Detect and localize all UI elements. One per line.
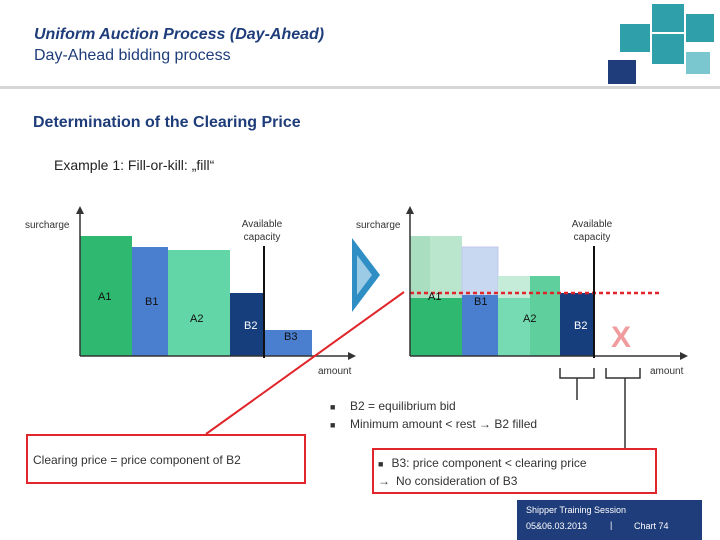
footer-date: 05&06.03.2013 xyxy=(526,521,588,531)
left-bar-b1 xyxy=(132,247,168,356)
bullet-icon: ■ xyxy=(378,459,384,469)
right-x-axis-label: amount xyxy=(650,366,684,377)
clearing-connector xyxy=(205,291,405,435)
header-divider xyxy=(0,86,720,89)
left-capacity-label-line2: capacity xyxy=(243,232,281,243)
left-bar-a1 xyxy=(80,236,132,356)
page-title: Uniform Auction Process (Day-Ahead) xyxy=(34,26,325,43)
b3-note-text: ■ B3: price component < clearing price → N… xyxy=(378,455,587,490)
right-bar-label-b1: B1 xyxy=(474,296,488,308)
right-capacity-label-line1: Available xyxy=(571,219,613,230)
left-bar-label-a2: A2 xyxy=(190,313,204,325)
bullet-item: ■ B2 = equilibrium bid xyxy=(330,398,537,416)
company-logo xyxy=(608,4,714,84)
left-bar-a2 xyxy=(168,250,230,356)
bullet-icon: ■ xyxy=(330,420,336,430)
right-bar-label-b2: B2 xyxy=(574,320,588,332)
bullet-icon: ■ xyxy=(330,402,336,412)
page-subtitle: Day-Ahead bidding process xyxy=(34,47,231,64)
left-capacity-label: Available capacity xyxy=(226,218,298,244)
bullet-item: ■ Minimum amount < rest → B2 filled xyxy=(330,416,537,434)
clearing-note-text: Clearing price = price component of B2 xyxy=(33,453,241,467)
right-y-axis-label: surcharge xyxy=(356,220,401,231)
bracket-b3 xyxy=(605,368,641,379)
right-capacity-label-line2: capacity xyxy=(573,232,611,243)
right-bar-b2 xyxy=(560,293,594,356)
section-title: Determination of the Clearing Price xyxy=(33,114,301,131)
left-capacity-label-line1: Available xyxy=(241,219,283,230)
b3-note-line1: B3: price component < clearing price xyxy=(391,456,587,470)
footer-separator: | xyxy=(610,520,613,530)
left-bar-label-b3: B3 xyxy=(284,331,298,343)
footer-panel: Shipper Training Session 05&06.03.2013 |… xyxy=(517,500,702,540)
arrow-right-icon: → xyxy=(378,474,390,488)
right-bar-label-a2: A2 xyxy=(523,313,537,325)
bracket-b2 xyxy=(559,368,595,379)
left-y-axis-label: surcharge xyxy=(25,220,70,231)
left-x-axis-label: amount xyxy=(318,366,352,377)
footer-session: Shipper Training Session xyxy=(526,505,627,515)
footer-chart-number: Chart 74 xyxy=(634,521,669,531)
example-title: Example 1: Fill-or-kill: „fill“ xyxy=(54,157,215,173)
left-bar-label-b2: B2 xyxy=(244,320,258,332)
left-bar-label-a1: A1 xyxy=(98,291,112,303)
b3-note-box xyxy=(372,448,657,494)
left-bar-b2 xyxy=(230,293,264,356)
bullet-list: ■ B2 = equilibrium bid ■ Minimum amount < … xyxy=(330,398,537,434)
left-bar-b3 xyxy=(264,330,312,356)
excluded-cross-icon: X xyxy=(611,321,632,354)
clearing-note-box xyxy=(26,434,306,484)
right-bar-label-a1: A1 xyxy=(428,291,442,303)
left-bar-label-b1: B1 xyxy=(145,296,159,308)
right-capacity-label: Available capacity xyxy=(556,218,628,244)
bullet-text: Minimum amount < rest → B2 filled xyxy=(350,417,538,431)
b3-note-line2: No consideration of B3 xyxy=(396,474,518,488)
bullet-text: B2 = equilibrium bid xyxy=(350,399,456,413)
